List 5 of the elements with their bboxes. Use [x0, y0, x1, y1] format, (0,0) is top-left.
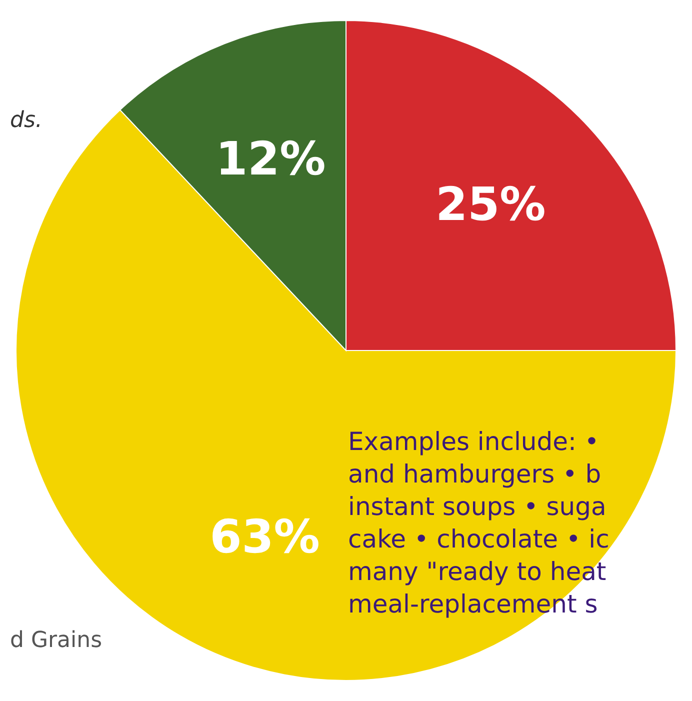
data-label: 25% [436, 176, 546, 231]
data-label: 63% [210, 509, 320, 564]
data-label: 12% [216, 131, 326, 186]
text: d Grains [10, 628, 102, 653]
text: ds. [10, 108, 42, 133]
